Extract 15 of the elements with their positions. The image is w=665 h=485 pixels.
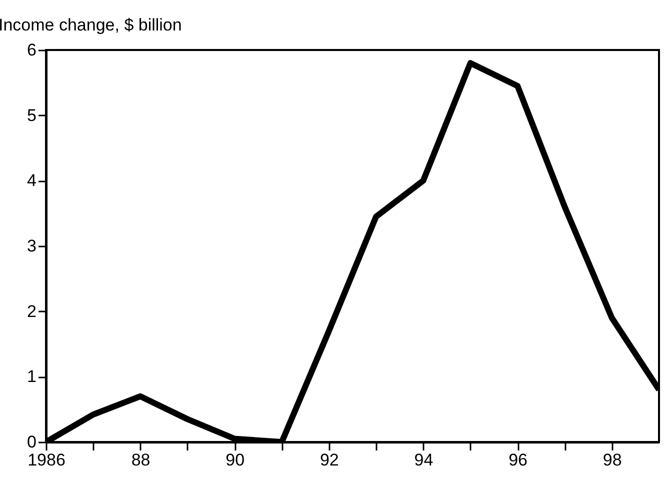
x-tick-label: 94 xyxy=(414,450,434,470)
x-tick-label: 88 xyxy=(131,450,150,470)
y-tick-label: 0 xyxy=(27,432,36,452)
x-tick-label: 90 xyxy=(226,450,245,470)
y-axis-title: Income change, $ billion xyxy=(0,16,182,34)
x-tick-label: 92 xyxy=(320,450,339,470)
y-tick-label: 2 xyxy=(27,302,36,321)
x-tick-label: 98 xyxy=(602,450,622,470)
y-tick-label: 6 xyxy=(27,40,36,60)
y-tick-label: 1 xyxy=(27,367,36,386)
x-tick-label: 1986 xyxy=(28,450,66,470)
x-tick-label: 96 xyxy=(508,450,528,470)
y-tick-label: 3 xyxy=(27,236,36,256)
y-tick-label: 5 xyxy=(27,106,36,125)
y-tick-label: 4 xyxy=(27,171,36,190)
